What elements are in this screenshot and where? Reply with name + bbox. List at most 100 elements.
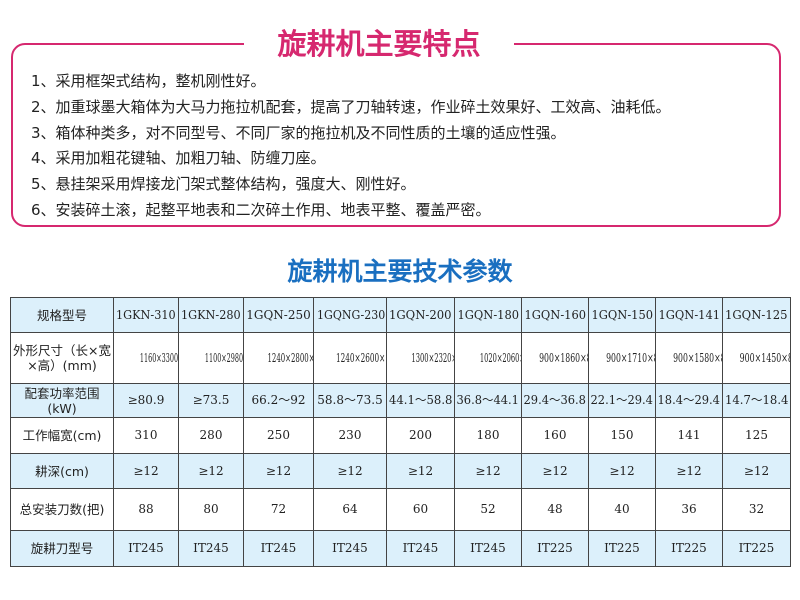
spec-cell: ≥80.9 <box>113 383 179 418</box>
spec-cell: 250 <box>243 417 314 454</box>
spec-cell: 32 <box>722 488 791 531</box>
spec-cell: 150 <box>588 417 656 454</box>
spec-cell-value: 230 <box>338 428 362 442</box>
spec-cell-value: 60 <box>412 502 429 516</box>
spec-cell: IT245 <box>313 530 387 567</box>
spec-cell-value: 200 <box>409 428 432 442</box>
spec-cell: IT245 <box>178 530 244 567</box>
spec-cell-value: ≥80.9 <box>127 393 165 407</box>
spec-row-label: 规格型号 <box>10 297 114 333</box>
spec-cell-value: ≥12 <box>743 463 770 478</box>
spec-cell-value: 1GQN-125 <box>725 307 788 322</box>
spec-cell: 160 <box>521 417 589 454</box>
spec-cell-value: 18.4～29.4 <box>657 393 721 407</box>
spec-cell: 40 <box>588 488 656 531</box>
spec-cell-value: 1020×2060×1040 <box>479 350 521 365</box>
spec-cell: 1160×3300×1300 <box>113 332 179 384</box>
spec-cell: 1GQN-250 <box>243 297 314 333</box>
spec-cell: IT225 <box>722 530 791 567</box>
spec-cell-value: IT225 <box>537 541 573 555</box>
spec-cell: ≥12 <box>386 453 455 489</box>
spec-cell-value: 44.1～58.8 <box>388 393 453 407</box>
spec-cell: 1GQN-160 <box>521 297 589 333</box>
spec-cell-value: 48 <box>547 502 563 516</box>
spec-cell-value: IT245 <box>260 541 297 555</box>
spec-cell-value: 14.7～18.4 <box>724 393 789 407</box>
spec-row-label: 配套功率范围(kW) <box>10 383 114 418</box>
spec-cell-value: 1300×2320×1020 <box>411 350 453 365</box>
spec-cell-value: 1GKN-280 <box>181 307 241 322</box>
spec-row-label: 旋耕刀型号 <box>10 530 114 567</box>
spec-cell: 1GKN-280 <box>178 297 244 333</box>
spec-cell: ≥12 <box>454 453 522 489</box>
spec-cell-value: 900×1450×860 <box>739 350 790 365</box>
spec-cell: 36 <box>655 488 723 531</box>
spec-row-blade-type: 旋耕刀型号 IT245 IT245 IT245 IT245 IT245 IT245 IT225… <box>10 530 791 567</box>
spec-cell: 1GQN-180 <box>454 297 522 333</box>
spec-cell-value: IT245 <box>402 541 439 555</box>
spec-cell: 29.4～36.8 <box>521 383 589 418</box>
spec-row-model: 规格型号 1GKN-310 1GKN-280 1GQN-250 1GQNG-230 1GQ… <box>10 297 791 333</box>
spec-cell: ≥12 <box>521 453 589 489</box>
spec-cell-value: 150 <box>610 428 634 442</box>
spec-row-label: 工作幅宽(cm) <box>10 417 114 454</box>
feature-item: 2、加重球墨大箱体为大马力拖拉机配套，提高了刀轴转速，作业碎土效果好、工效高、油… <box>31 97 671 116</box>
spec-cell-value: 22.1～29.4 <box>590 393 654 407</box>
spec-cell-value: 250 <box>267 428 290 442</box>
spec-cell-value: IT245 <box>470 541 506 555</box>
spec-cell: 52 <box>454 488 522 531</box>
spec-cell: IT245 <box>243 530 314 567</box>
spec-cell: ≥12 <box>655 453 723 489</box>
spec-cell-value: IT225 <box>738 541 775 555</box>
spec-cell-value: 58.8～73.5 <box>317 393 383 407</box>
spec-cell-value: ≥12 <box>198 463 224 478</box>
spec-cell: ≥12 <box>588 453 656 489</box>
spec-cell: ≥73.5 <box>178 383 244 418</box>
spec-cell-value: 1100×2980×1170 <box>204 350 244 365</box>
spec-cell-value: 160 <box>543 428 567 442</box>
spec-cell-value: 900×1710×860 <box>606 350 654 365</box>
spec-cell-value: 180 <box>476 428 500 442</box>
spec-cell: 280 <box>178 417 244 454</box>
spec-cell: 64 <box>313 488 387 531</box>
spec-cell-value: ≥12 <box>337 463 363 478</box>
spec-cell-value: ≥12 <box>676 463 702 478</box>
specs-table: 规格型号 1GKN-310 1GKN-280 1GQN-250 1GQNG-230 1GQ… <box>10 297 791 567</box>
spec-cell: 125 <box>722 417 791 454</box>
spec-cell: IT225 <box>521 530 589 567</box>
features-list: 1、采用框架式结构，整机刚性好。 2、加重球墨大箱体为大马力拖拉机配套，提高了刀… <box>31 69 671 224</box>
spec-cell: 230 <box>313 417 387 454</box>
spec-cell-value: 1GQN-141 <box>658 307 720 322</box>
spec-cell-value: IT245 <box>332 541 368 555</box>
spec-cell-value: 1GQN-250 <box>246 307 311 322</box>
spec-cell-value: ≥12 <box>542 463 568 478</box>
spec-cell-value: 80 <box>203 502 219 516</box>
spec-cell: IT225 <box>588 530 656 567</box>
spec-cell: 900×1710×860 <box>588 332 656 384</box>
spec-cell: 1020×2060×1040 <box>454 332 522 384</box>
spec-row-dimensions: 外形尺寸（长×宽×高）(mm) 1160×3300×1300 1100×2980×1… <box>10 332 791 384</box>
spec-cell-value: IT225 <box>604 541 640 555</box>
spec-row-working-width: 工作幅宽(cm) 310 280 250 230 200 180 160 150 141 125 <box>10 417 791 454</box>
spec-cell: IT245 <box>113 530 179 567</box>
feature-item: 5、悬挂架采用焊接龙门架式整体结构，强度大、刚性好。 <box>31 175 416 194</box>
spec-row-label: 外形尺寸（长×宽×高）(mm) <box>10 332 114 384</box>
spec-cell: ≥12 <box>722 453 791 489</box>
spec-row-blade-count: 总安装刀数(把) 88 80 72 64 60 52 48 40 36 32 <box>10 488 791 531</box>
spec-cell-value: 36.8～44.1 <box>456 393 520 407</box>
spec-cell: 18.4～29.4 <box>655 383 723 418</box>
feature-item: 6、安装碎土滚，起整平地表和二次碎土作用、地表平整、覆盖严密。 <box>31 200 491 219</box>
spec-cell: 1GQN-141 <box>655 297 723 333</box>
spec-cell: IT245 <box>454 530 522 567</box>
spec-cell: ≥12 <box>178 453 244 489</box>
spec-cell-value: 52 <box>480 502 496 516</box>
spec-cell-value: 88 <box>138 502 154 516</box>
spec-cell-value: IT225 <box>671 541 707 555</box>
spec-cell-value: 1160×3300×1300 <box>139 350 179 365</box>
spec-cell: 200 <box>386 417 455 454</box>
spec-cell: 60 <box>386 488 455 531</box>
spec-cell-value: IT245 <box>128 541 164 555</box>
feature-item: 1、采用框架式结构，整机刚性好。 <box>31 72 266 90</box>
spec-cell: 1240×2800×1140 <box>243 332 314 384</box>
spec-cell: IT245 <box>386 530 455 567</box>
